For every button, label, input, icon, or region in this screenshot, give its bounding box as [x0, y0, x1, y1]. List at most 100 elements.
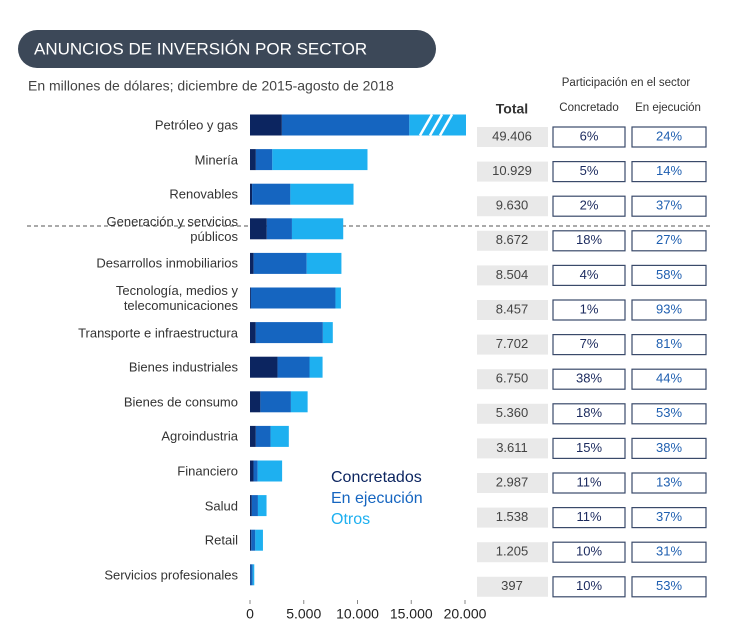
ejecucion-box	[631, 161, 707, 183]
total-box	[477, 161, 548, 182]
total-value: 1.205	[496, 544, 529, 559]
bar-segment	[257, 495, 267, 517]
total-box	[477, 542, 548, 563]
concretado-value: 2%	[580, 198, 599, 213]
category-label: Minería	[194, 152, 238, 168]
concretado-value: 18%	[576, 232, 602, 247]
bar-segment	[277, 356, 310, 378]
ejecucion-box	[631, 230, 707, 252]
ejecucion-box	[631, 472, 707, 494]
total-value: 7.702	[496, 336, 529, 351]
total-box	[477, 576, 548, 597]
plot	[250, 113, 466, 586]
ejecucion-value: 27%	[656, 232, 682, 247]
bar-segment	[272, 149, 368, 171]
concretado-box	[552, 299, 626, 321]
ejecucion-value: 53%	[656, 405, 682, 420]
bar-segment	[253, 460, 258, 482]
category-label: Salud	[204, 498, 238, 514]
concretado-value: 1%	[580, 301, 599, 316]
concretado-value: 38%	[576, 371, 602, 386]
concretado-box	[552, 126, 626, 148]
concretado-value: 7%	[580, 336, 599, 351]
x-tick-label: 10.000	[336, 606, 379, 622]
bar-segment	[290, 391, 308, 413]
total-value: 2.987	[496, 474, 529, 489]
total-box	[477, 369, 548, 390]
total-box	[477, 300, 548, 320]
concretado-header: Concretado	[559, 102, 618, 114]
x-tick-label: 0	[246, 606, 254, 622]
bar-segment	[306, 252, 342, 274]
chart-title: ANUNCIOS DE INVERSIÓN POR SECTOR	[34, 39, 367, 58]
total-box	[477, 196, 548, 217]
category-label: Petróleo y gas	[154, 117, 238, 133]
bar-segment	[281, 114, 410, 136]
ejecucion-value: 13%	[656, 474, 682, 489]
ejecucion-value: 58%	[656, 267, 682, 282]
ejecucion-value: 37%	[656, 198, 682, 213]
category-label: Agroindustria	[161, 428, 238, 444]
concretado-box	[552, 161, 626, 183]
bar-segment	[251, 495, 258, 517]
total-value: 8.672	[496, 232, 529, 247]
total-box	[477, 473, 548, 493]
concretado-box	[552, 368, 626, 390]
ejecucion-box	[631, 541, 707, 563]
ejecucion-box	[631, 507, 707, 529]
ejecucion-value: 38%	[656, 440, 682, 455]
concretado-box	[552, 576, 626, 598]
ejecucion-box	[631, 195, 707, 217]
ejecucion-box	[631, 334, 707, 356]
category-label: Tecnología, medios y telecomunicaciones	[115, 283, 238, 313]
concretado-value: 6%	[580, 128, 599, 143]
total-value: 397	[501, 578, 523, 593]
total-header: Total	[496, 101, 528, 117]
ejecucion-box	[631, 576, 707, 598]
concretado-value: 18%	[576, 405, 602, 420]
legend-entry: Otros	[331, 511, 370, 528]
x-tick-label: 20.000	[444, 606, 487, 622]
concretado-value: 11%	[576, 509, 601, 524]
x-tick-label: 5.000	[286, 606, 321, 622]
bar-segment	[257, 460, 283, 482]
total-box	[477, 403, 548, 424]
ejecucion-value: 93%	[656, 301, 682, 316]
bar-segment	[250, 425, 256, 447]
bar-segment	[270, 425, 289, 447]
concretado-box	[552, 472, 626, 494]
concretado-box	[552, 230, 626, 252]
bar-segment	[260, 391, 291, 413]
total-value: 5.360	[496, 405, 529, 420]
break-mark	[428, 113, 444, 137]
concretado-value: 5%	[580, 163, 599, 178]
ejecucion-value: 14%	[656, 163, 682, 178]
subtitle: En millones de dólares; diciembre de 201…	[28, 78, 394, 94]
bar-segment	[253, 252, 307, 274]
bar-segment	[255, 322, 323, 344]
bar-segment	[250, 322, 256, 344]
bar-segment	[250, 183, 253, 205]
category-label: Transporte e infraestructura	[78, 325, 238, 341]
bar-segment	[250, 460, 254, 482]
category-label: Financiero	[177, 463, 238, 479]
bar-segment	[250, 252, 254, 274]
concretado-box	[552, 264, 626, 286]
legend-entry: En ejecución	[331, 490, 423, 507]
ejecucion-box	[631, 437, 707, 459]
bar-segment	[250, 218, 267, 240]
break-mark	[438, 113, 454, 137]
bar-segment	[266, 218, 292, 240]
group-header: Participación en el sector	[562, 77, 691, 89]
concretado-value: 15%	[576, 440, 602, 455]
concretado-value: 11%	[576, 474, 601, 489]
ejecucion-box	[631, 264, 707, 286]
ejecucion-box	[631, 299, 707, 321]
total-value: 8.504	[496, 267, 529, 282]
bar-segment	[252, 183, 291, 205]
category-label: Bienes de consumo	[123, 394, 238, 410]
bar-segment	[250, 495, 252, 517]
legend-entry: Concretados	[331, 469, 422, 486]
